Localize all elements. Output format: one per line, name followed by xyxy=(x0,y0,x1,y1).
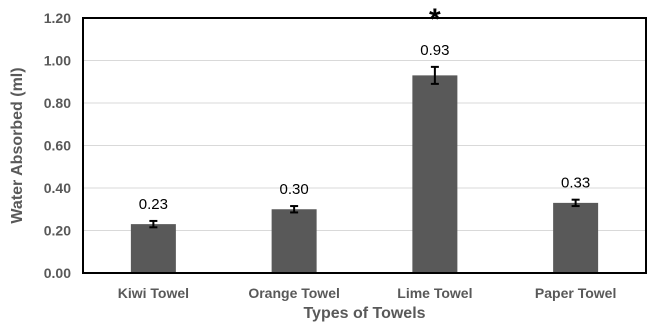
data-label: 0.30 xyxy=(280,181,309,198)
data-label: 0.23 xyxy=(139,196,168,213)
y-tick-label: 0.60 xyxy=(44,138,71,154)
x-tick-label: Orange Towel xyxy=(248,285,340,301)
data-label: 0.33 xyxy=(561,175,590,192)
y-axis-title: Water Absorbed (ml) xyxy=(9,67,26,223)
y-tick-label: 1.20 xyxy=(44,10,71,26)
bar xyxy=(412,75,458,273)
error-bar xyxy=(430,65,439,85)
bar xyxy=(130,224,176,273)
y-tick-labels: 0.00 0.20 0.40 0.60 0.80 1.00 1.20 xyxy=(44,10,71,281)
significance-marker: * xyxy=(429,3,441,36)
error-bar xyxy=(571,198,580,208)
gridlines xyxy=(83,60,646,231)
x-tick-label: Lime Towel xyxy=(397,285,472,301)
plot-frame xyxy=(82,17,647,274)
x-tick-label: Paper Towel xyxy=(535,285,616,301)
y-tick-label: 0.80 xyxy=(44,95,71,111)
annotations: * xyxy=(429,3,441,36)
error-bars xyxy=(149,65,580,229)
error-bar xyxy=(290,205,299,214)
error-bar xyxy=(149,219,158,229)
y-tick-label: 0.00 xyxy=(44,265,71,281)
x-axis-title: Types of Towels xyxy=(303,305,425,322)
data-label: 0.93 xyxy=(420,42,449,59)
x-tick-label: Kiwi Towel xyxy=(118,285,189,301)
data-labels: 0.23 0.30 0.93 0.33 xyxy=(139,42,590,213)
y-tick-label: 1.00 xyxy=(44,53,71,69)
bars xyxy=(130,75,599,273)
bar xyxy=(271,209,317,273)
bar xyxy=(553,202,599,273)
x-tick-labels: Kiwi Towel Orange Towel Lime Towel Paper To… xyxy=(118,285,617,301)
y-tick-label: 0.20 xyxy=(44,223,71,239)
y-tick-label: 0.40 xyxy=(44,180,71,196)
